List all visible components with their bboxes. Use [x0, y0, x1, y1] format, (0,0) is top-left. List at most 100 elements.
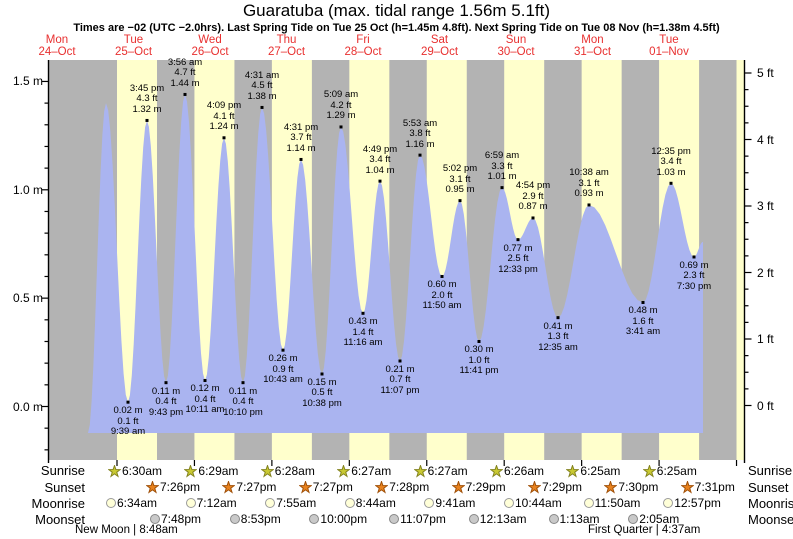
tide-extreme-dot [418, 153, 422, 157]
sunrise-time: 6:29am [198, 464, 239, 478]
day-label: Sun 30–Oct [497, 34, 535, 58]
moonrise-entry: 11:50am [583, 496, 641, 510]
tide-extreme-dot [320, 372, 324, 376]
moonrise-circle-icon [424, 498, 435, 508]
y-axis-label-feet: 5 ft [757, 66, 774, 80]
low-tide-annotation: 0.30 m 1.0 ft 11:41 pm [459, 344, 499, 377]
high-tide-annotation: 4:09 pm 4.1 ft 1.24 m [206, 100, 242, 133]
y-axis-label-feet: 0 ft [757, 398, 774, 413]
sunrise-entry: 6:25am [566, 464, 620, 478]
sunset-entry: 7:27pm [222, 480, 276, 494]
sunset-star-icon [375, 480, 389, 494]
day-label: Fri 28–Oct [344, 34, 382, 58]
tide-extreme-dot [339, 125, 343, 129]
sunset-row-label: Sunset [44, 480, 85, 495]
high-tide-annotation: 4:31 pm 3.7 ft 1.14 m [283, 121, 319, 154]
moonset-circle-icon [548, 514, 559, 524]
sunset-time: 7:29pm [465, 480, 506, 494]
tide-extreme-dot [183, 92, 187, 96]
high-tide-annotation: 3:45 pm 4.3 ft 1.32 m [129, 82, 165, 115]
tide-extreme-dot [126, 400, 130, 404]
sunrise-time: 6:30am [122, 464, 163, 478]
low-tide-annotation: 0.48 m 1.6 ft 3:41 am [625, 305, 661, 338]
tide-extreme-dot [692, 255, 696, 259]
y-axis-label-feet: 1 ft [757, 332, 774, 346]
moonset-time: 11:07pm [400, 512, 446, 526]
y-axis-label-meters: 0.0 m [12, 399, 43, 414]
low-tide-annotation: 0.15 m 0.5 ft 10:38 pm [302, 376, 342, 409]
sunrise-entry: 6:30am [108, 464, 162, 478]
sunrise-star-icon [260, 464, 274, 478]
moonset-entry: 1:13am [548, 512, 600, 526]
tide-extreme-dot [299, 157, 303, 161]
sunset-star-icon [680, 480, 694, 494]
sunset-star-icon [146, 480, 159, 494]
sunrise-star-icon [184, 464, 198, 478]
moonrise-time: 11:50am [594, 496, 641, 510]
sunrise-entry: 6:26am [490, 464, 544, 478]
sunset-row-label-right: Sunset [748, 480, 789, 495]
sunset-time: 7:27pm [312, 480, 353, 494]
tide-extreme-dot [361, 311, 365, 315]
moonrise-entry: 12:57pm [663, 496, 721, 510]
moonrise-time: 7:55am [276, 496, 317, 510]
sunset-entry: 7:29pm [451, 480, 506, 494]
moonrise-entry: 7:55am [265, 496, 316, 510]
tide-extreme-dot [398, 359, 402, 363]
high-tide-annotation: 10:38 am 3.1 ft 0.93 m [569, 167, 609, 200]
spring-tide-subtitle: Times are −02 (UTC −2.0hrs). Last Spring… [73, 22, 720, 34]
tide-extreme-dot [260, 105, 264, 109]
moonset-circle-icon [628, 514, 639, 524]
moonset-entry: 2:05am [628, 512, 679, 526]
sunrise-row-label: Sunrise [40, 463, 85, 478]
tide-extreme-dot [516, 238, 520, 242]
sunrise-star-icon [642, 464, 656, 478]
sunrise-star-icon [490, 464, 503, 478]
first-quarter-phase-label: First Quarter | 4:37am [588, 524, 701, 536]
moonset-time: 7:48pm [161, 512, 202, 526]
moonrise-entry: 8:44am [344, 496, 396, 510]
high-tide-annotation: 4:54 pm 2.9 ft 0.87 m [515, 180, 551, 213]
low-tide-annotation: 0.43 m 1.4 ft 11:16 am [343, 316, 383, 349]
tide-extreme-dot [587, 203, 591, 207]
sunrise-time: 6:25am [580, 464, 621, 478]
sunset-time: 7:27pm [236, 480, 277, 494]
sunset-star-icon [298, 480, 312, 494]
new-moon-phase-label: New Moon | 8:48am [75, 524, 178, 536]
sunset-entry: 7:26pm [146, 480, 200, 494]
tide-extreme-dot [378, 179, 382, 183]
moonrise-circle-icon [663, 498, 674, 508]
low-tide-annotation: 0.02 m 0.1 ft 9:39 am [110, 405, 146, 438]
high-tide-annotation: 4:49 pm 3.4 ft 1.04 m [362, 143, 398, 176]
low-tide-annotation: 0.12 m 0.4 ft 10:11 am [185, 383, 225, 416]
y-axis-label-feet: 3 ft [757, 199, 774, 213]
sunrise-entry: 6:25am [642, 464, 697, 478]
moonset-entry: 10:00pm [309, 512, 367, 526]
moonset-circle-icon [150, 514, 160, 524]
sunrise-entry: 6:28am [260, 464, 315, 478]
moonset-circle-icon [468, 514, 479, 524]
low-tide-annotation: 0.21 m 0.7 ft 11:07 pm [380, 363, 420, 396]
sunrise-star-icon [108, 464, 121, 478]
tide-extreme-dot [222, 136, 226, 140]
high-tide-annotation: 5:53 am 3.8 ft 1.16 m [402, 117, 438, 150]
moonrise-circle-icon [504, 498, 514, 508]
sunrise-star-icon [337, 464, 351, 478]
moonset-entry: 8:53pm [229, 512, 281, 526]
tide-extreme-dot [669, 181, 673, 185]
day-label: Mon 31–Oct [573, 34, 612, 58]
sunset-time: 7:29pm [542, 480, 583, 494]
tide-extreme-dot [477, 339, 481, 343]
low-tide-annotation: 0.11 m 0.4 ft 9:43 pm [148, 385, 184, 418]
moonset-entry: 12:13am [468, 512, 527, 526]
sunset-entry: 7:29pm [528, 480, 582, 494]
day-label: Tue 01–Nov [649, 34, 689, 58]
sunrise-time: 6:28am [274, 464, 315, 478]
moonset-time: 10:00pm [320, 512, 368, 526]
sunset-time: 7:31pm [694, 480, 735, 494]
moonset-entry: 7:48pm [150, 512, 201, 526]
sunset-time: 7:28pm [389, 480, 430, 494]
y-axis-label-feet: 2 ft [757, 265, 774, 280]
